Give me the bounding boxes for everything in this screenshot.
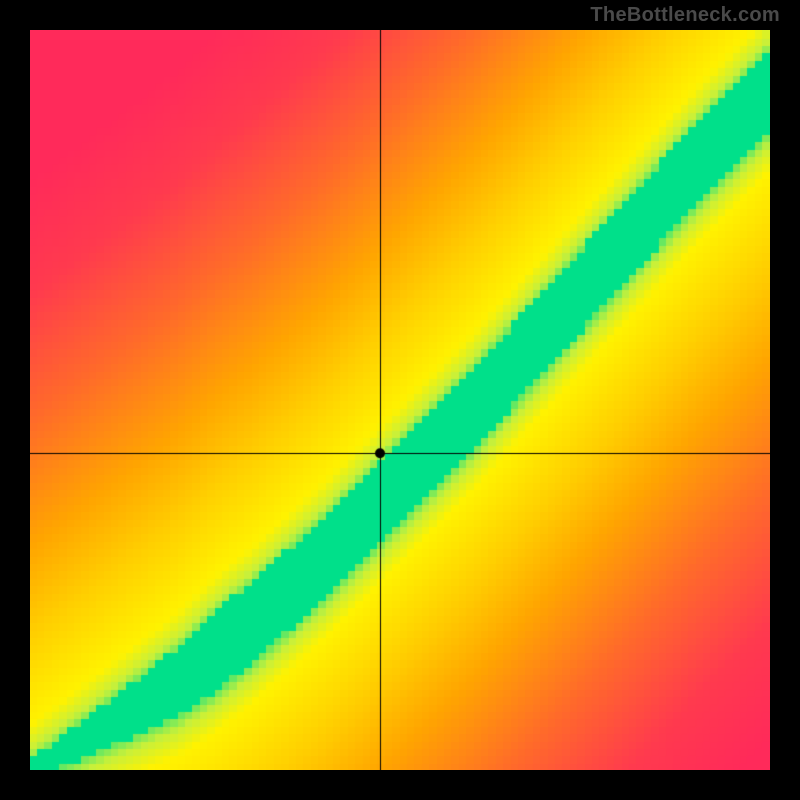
credit-text: TheBottleneck.com bbox=[590, 4, 780, 27]
heatmap-canvas bbox=[30, 30, 770, 770]
plot-area bbox=[30, 30, 770, 770]
chart-frame: TheBottleneck.com bbox=[0, 0, 800, 800]
